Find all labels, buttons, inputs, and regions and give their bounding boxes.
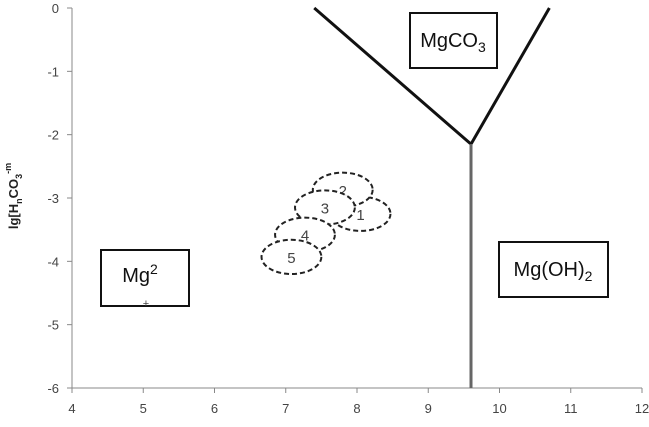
- cluster-label-1: 1: [356, 207, 364, 224]
- y-label-sup: -m: [3, 163, 13, 174]
- x-tick-group: 4 5 6 7 8 9 10 11 12: [68, 388, 649, 416]
- region-mgoh2-box: [498, 241, 609, 298]
- boundary-line-2: [469, 7, 551, 145]
- region-mgco3-label: MgCO3: [420, 30, 486, 55]
- y-tick-label: 0: [52, 1, 59, 16]
- cluster-ellipse-5: [260, 238, 323, 275]
- cluster-label-2: 2: [339, 183, 347, 200]
- region-mg2-label: Mg2: [122, 261, 158, 287]
- y-tick-label: -1: [47, 64, 59, 79]
- region-mgoh2-sub: 2: [585, 268, 593, 284]
- x-tick-label: 4: [68, 401, 75, 416]
- region-mgoh2-label: Mg(OH)2: [514, 259, 593, 284]
- x-tick-label: 6: [211, 401, 218, 416]
- region-mgoh2: Mg(OH)2: [498, 241, 609, 298]
- x-tick-label: 12: [635, 401, 649, 416]
- x-tick-label: 10: [492, 401, 506, 416]
- y-tick-label: -2: [47, 128, 59, 143]
- x-tick-label: 11: [564, 401, 578, 416]
- region-mg2: Mg2 +: [100, 249, 190, 310]
- cluster-label-4: 4: [301, 228, 309, 245]
- y-tick-label: -5: [47, 318, 59, 333]
- region-mg2-main: Mg: [122, 265, 150, 287]
- region-mgco3-main: MgCO: [420, 30, 478, 52]
- cluster-label-5: 5: [287, 250, 295, 267]
- y-label-mid: CO: [6, 179, 21, 199]
- region-mg2-sup: 2: [150, 261, 158, 277]
- cluster-ellipse-3: [294, 189, 356, 226]
- y-label-sub2: 3: [14, 174, 24, 179]
- boundary-line-1: [313, 6, 472, 146]
- y-tick-group: 0 -1 -2 -3 -4 -5 -6: [47, 1, 72, 396]
- y-label-main: lg[H: [6, 204, 21, 229]
- y-tick-label: -3: [47, 191, 59, 206]
- boundary-group: [313, 6, 551, 388]
- x-tick-label: 5: [140, 401, 147, 416]
- x-tick-label: 9: [425, 401, 432, 416]
- region-mgoh2-main: Mg(OH): [514, 259, 585, 281]
- region-mg2-plus: +: [143, 298, 149, 310]
- region-mgco3-sub: 3: [478, 39, 486, 55]
- region-mgco3-box: [409, 12, 498, 69]
- cluster-label-3: 3: [321, 201, 329, 218]
- region-mg2-box: [100, 249, 190, 307]
- y-tick-label: -4: [47, 254, 59, 269]
- y-tick-label: -6: [47, 381, 59, 396]
- y-axis-label: lg[HnCO3-m: [3, 163, 24, 229]
- y-label-sub1: n: [14, 198, 24, 204]
- x-tick-label: 7: [282, 401, 289, 416]
- region-mgco3: MgCO3: [409, 12, 498, 69]
- x-tick-label: 8: [353, 401, 360, 416]
